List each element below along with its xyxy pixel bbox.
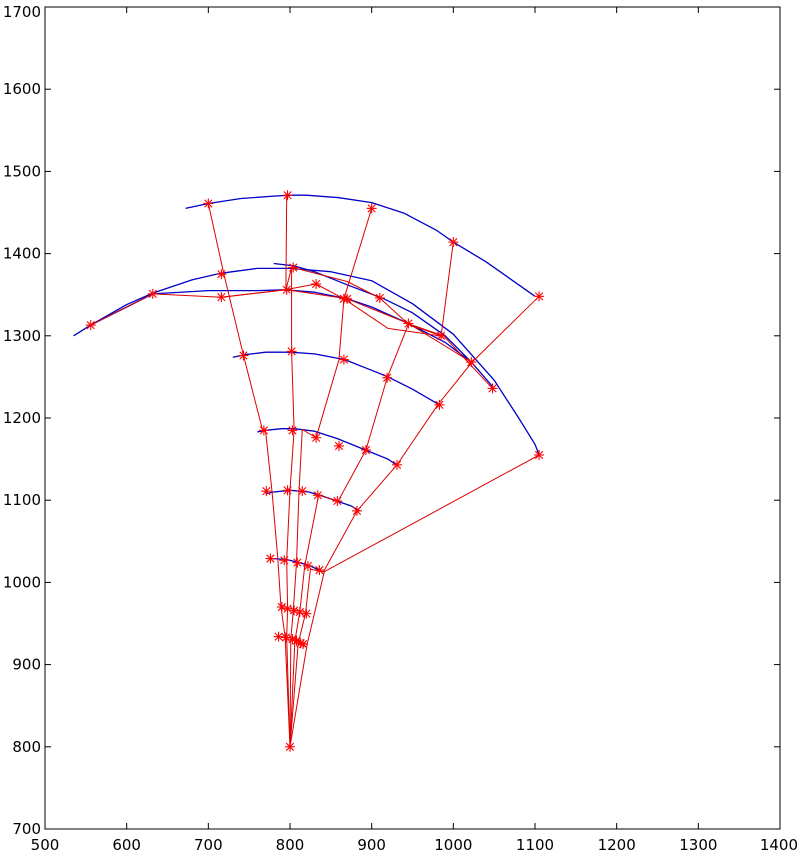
star-marker <box>466 357 477 368</box>
x-tick-label: 1300 <box>679 836 717 854</box>
star-marker <box>487 383 498 394</box>
star-marker <box>391 459 402 470</box>
star-marker <box>280 632 291 643</box>
arc-series-4 <box>232 351 440 406</box>
star-marker <box>311 432 322 443</box>
star-marker <box>403 318 414 329</box>
star-marker <box>334 440 344 451</box>
star-marker <box>314 565 325 576</box>
y-tick-label: 1100 <box>3 491 41 509</box>
y-tick-label: 1200 <box>3 409 41 427</box>
star-marker <box>261 486 272 497</box>
star-marker <box>298 639 309 650</box>
arc-series-5 <box>257 428 397 466</box>
star-marker <box>332 496 343 507</box>
star-marker <box>282 603 293 614</box>
star-marker <box>238 350 249 361</box>
ray-series-15 <box>221 283 440 337</box>
ray-series-16 <box>293 267 493 389</box>
x-tick-label: 600 <box>112 836 141 854</box>
star-marker <box>279 555 290 566</box>
star-marker <box>285 741 295 752</box>
arc-series-2 <box>90 289 495 389</box>
axes-layer: 500 600 700 800 900 1000 1100 1200 1300 1400 700 80… <box>3 3 798 854</box>
star-marker <box>534 449 545 460</box>
star-marker <box>360 445 371 456</box>
y-tick-label: 700 <box>12 820 41 838</box>
star-marker <box>382 372 393 383</box>
x-tick-label: 500 <box>31 836 60 854</box>
ray-series-13 <box>289 454 540 747</box>
star-marker <box>85 320 96 331</box>
x-tick-label: 1200 <box>598 836 636 854</box>
y-tick-label: 1500 <box>3 162 41 180</box>
star-marker <box>434 399 445 410</box>
star-marker <box>282 485 293 496</box>
star-marker <box>294 606 305 617</box>
star-marker <box>312 490 323 501</box>
star-marker <box>366 203 377 214</box>
star-marker <box>338 354 349 365</box>
star-marker <box>436 330 447 341</box>
star-marker <box>338 293 349 304</box>
y-tick-label: 1600 <box>3 80 41 98</box>
star-marker <box>216 292 227 303</box>
star-marker <box>297 486 308 497</box>
ray-series-12 <box>289 295 540 747</box>
x-tick-label: 1400 <box>760 836 798 854</box>
star-marker <box>374 292 385 303</box>
y-tick-label: 1300 <box>3 327 41 345</box>
star-marker <box>534 291 545 302</box>
y-tick-label: 800 <box>12 738 41 756</box>
arc-series-6 <box>265 489 360 512</box>
star-marker <box>258 425 269 436</box>
star-marker <box>265 553 276 564</box>
data-layer <box>73 190 545 752</box>
star-marker <box>286 346 297 357</box>
star-marker <box>287 425 298 436</box>
ray-series-10 <box>289 208 373 747</box>
star-marker <box>302 560 313 571</box>
star-marker <box>273 631 284 642</box>
star-marker <box>351 505 362 516</box>
y-tick-label: 1000 <box>3 573 41 591</box>
star-marker <box>147 288 158 299</box>
star-marker <box>282 190 293 201</box>
x-tick-label: 700 <box>194 836 223 854</box>
y-tick-label: 1700 <box>3 3 41 21</box>
y-tick-label: 1400 <box>3 245 41 263</box>
axes-box <box>44 6 781 830</box>
star-marker <box>287 634 298 645</box>
star-marker <box>203 198 214 209</box>
star-marker <box>288 262 299 273</box>
star-marker <box>281 284 292 295</box>
star-marker <box>311 279 322 290</box>
ray-series-8 <box>207 203 291 747</box>
star-marker <box>448 237 459 248</box>
x-tick-label: 900 <box>357 836 386 854</box>
star-marker <box>276 602 287 613</box>
x-tick-label: 1100 <box>516 836 554 854</box>
y-tick-label: 900 <box>12 656 41 674</box>
star-marker <box>301 608 312 619</box>
arc-series-3 <box>273 262 471 361</box>
star-marker <box>292 557 303 568</box>
arc-series-0 <box>185 194 536 297</box>
ray-series-9 <box>285 195 295 747</box>
x-tick-label: 800 <box>276 836 305 854</box>
x-tick-label: 1000 <box>434 836 472 854</box>
star-marker <box>216 269 227 280</box>
